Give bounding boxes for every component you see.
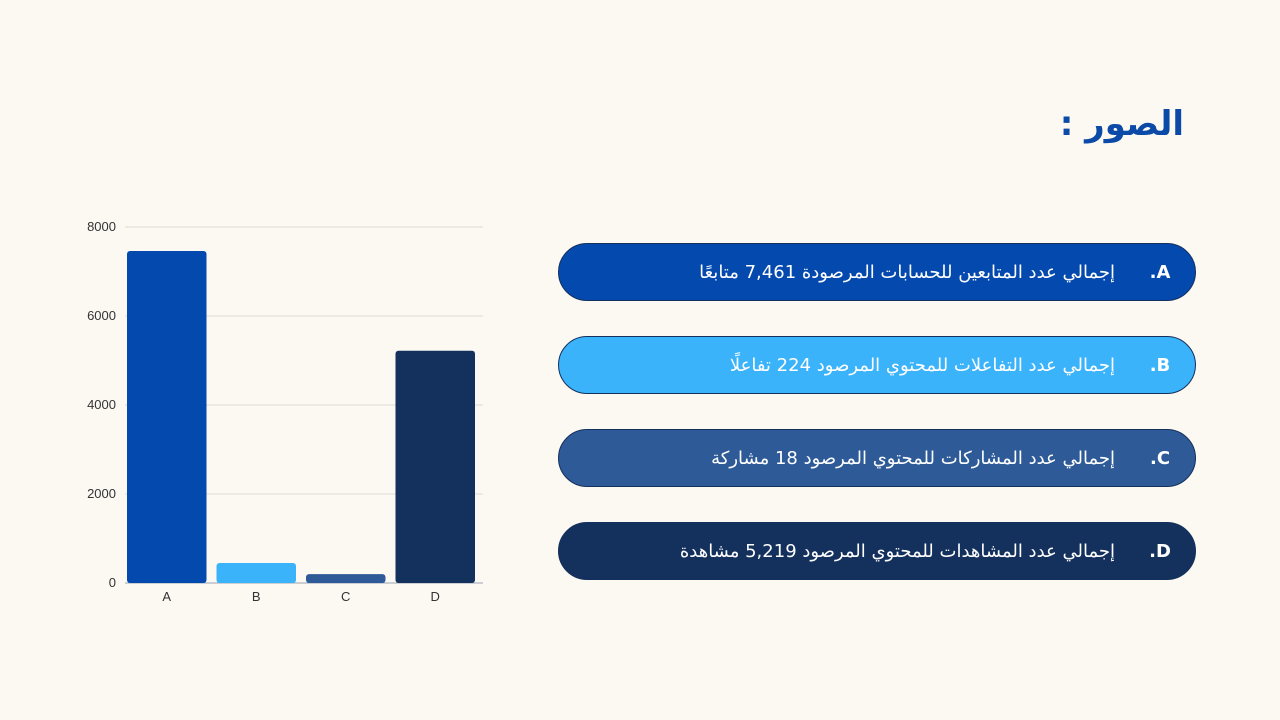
x-tick-label: B — [252, 589, 261, 604]
item-letter: A. — [1149, 261, 1171, 283]
y-tick-label: 0 — [109, 575, 116, 590]
legend-item-a: A. إجمالي عدد المتابعين للحسابات المرصودة… — [558, 243, 1196, 301]
bar-a — [127, 250, 207, 583]
item-text: إجمالي عدد المتابعين للحسابات المرصودة 7… — [699, 261, 1115, 283]
y-tick-label: 4000 — [87, 397, 116, 412]
legend-item-d: D. إجمالي عدد المشاهدات للمحتوي المرصود 5… — [558, 522, 1196, 580]
bar-b — [216, 562, 296, 583]
page-title: الصور : — [1059, 104, 1184, 144]
bar-c — [306, 574, 386, 583]
x-tick-label: D — [431, 589, 440, 604]
y-tick-label: 8000 — [87, 219, 116, 234]
item-letter: B. — [1149, 354, 1171, 376]
item-letter: D. — [1149, 540, 1171, 562]
item-text: إجمالي عدد التفاعلات للمحتوي المرصود 224… — [729, 354, 1115, 376]
item-letter: C. — [1149, 447, 1171, 469]
item-text: إجمالي عدد المشاهدات للمحتوي المرصود 5,2… — [679, 540, 1115, 562]
item-text: إجمالي عدد المشاركات للمحتوي المرصود 18 … — [711, 447, 1115, 469]
y-tick-label: 6000 — [87, 308, 116, 323]
legend-item-b: B. إجمالي عدد التفاعلات للمحتوي المرصود 2… — [558, 336, 1196, 394]
legend-item-c: C. إجمالي عدد المشاركات للمحتوي المرصود 1… — [558, 429, 1196, 487]
bar-d — [395, 350, 475, 583]
bar-chart: 0 2000 4000 6000 8000 A B C D — [87, 219, 483, 604]
x-tick-label: A — [162, 589, 171, 604]
y-tick-label: 2000 — [87, 486, 116, 501]
x-tick-label: C — [341, 589, 350, 604]
